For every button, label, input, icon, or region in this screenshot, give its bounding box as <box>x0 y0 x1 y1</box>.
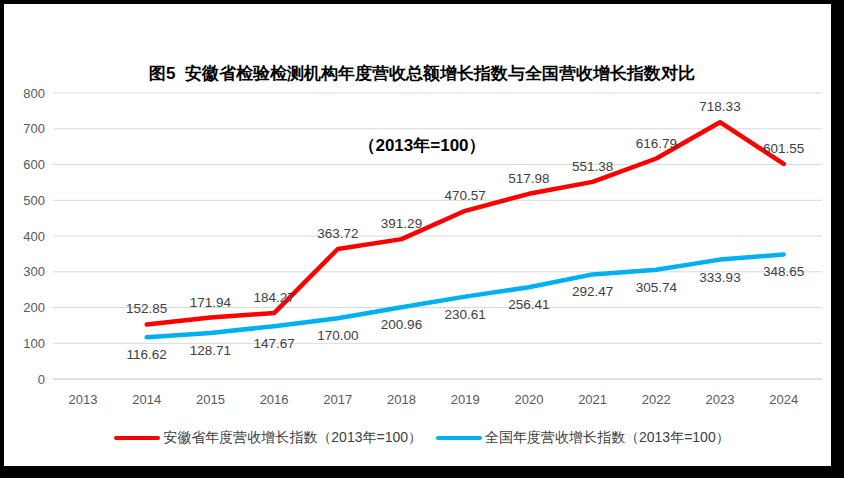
x-tick-label: 2021 <box>578 392 607 407</box>
data-label: 184.27 <box>253 290 294 305</box>
legend-item-anhui: 安徽省年度营收增长指数（2013年=100） <box>114 429 422 447</box>
data-label: 200.96 <box>381 317 422 332</box>
data-label: 551.38 <box>572 159 613 174</box>
data-label: 718.33 <box>699 99 740 114</box>
x-tick-label: 2024 <box>769 392 798 407</box>
data-label: 170.00 <box>317 328 358 343</box>
legend-item-national: 全国年度营收增长指数（2013年=100） <box>436 429 730 447</box>
data-label: 517.98 <box>508 171 549 186</box>
y-tick-label: 100 <box>23 336 45 351</box>
data-label: 147.67 <box>253 336 294 351</box>
data-label: 391.29 <box>381 216 422 231</box>
legend: 安徽省年度营收增长指数（2013年=100） 全国年度营收增长指数（2013年=… <box>0 429 844 447</box>
y-tick-label: 600 <box>23 157 45 172</box>
legend-label-national: 全国年度营收增长指数（2013年=100） <box>485 429 730 447</box>
y-tick-label: 300 <box>23 264 45 279</box>
data-label: 256.41 <box>508 297 549 312</box>
x-tick-label: 2018 <box>387 392 416 407</box>
legend-swatch-anhui-icon <box>114 436 160 440</box>
series-line <box>147 122 784 324</box>
data-label: 363.72 <box>317 226 358 241</box>
legend-swatch-national-icon <box>436 436 482 440</box>
data-label: 348.65 <box>763 264 804 279</box>
x-tick-label: 2020 <box>514 392 543 407</box>
x-tick-label: 2016 <box>260 392 289 407</box>
data-label: 470.57 <box>445 188 486 203</box>
data-label: 230.61 <box>445 307 486 322</box>
x-axis-labels: 2013 2014 2015 2016 2017 2018 2019 2020 2021 2022… <box>69 392 799 407</box>
chart-figure: 图5 安徽省检验检测机构年度营收总额增长指数与全国营收增长指数对比 （2013年… <box>0 0 844 478</box>
x-tick-label: 2013 <box>69 392 98 407</box>
data-label: 116.62 <box>127 347 167 362</box>
x-tick-label: 2014 <box>132 392 161 407</box>
data-label: 171.94 <box>190 295 232 310</box>
data-label: 601.55 <box>763 141 804 156</box>
line-chart: 0100200300400500600700800201320142015201… <box>0 0 844 478</box>
x-tick-label: 2015 <box>196 392 225 407</box>
y-tick-label: 700 <box>23 121 45 136</box>
y-tick-label: 200 <box>23 300 45 315</box>
data-label: 128.71 <box>190 343 231 358</box>
x-tick-label: 2023 <box>706 392 735 407</box>
data-label: 616.79 <box>636 136 677 151</box>
y-tick-label: 400 <box>23 229 45 244</box>
y-tick-label: 500 <box>23 193 45 208</box>
y-tick-label: 0 <box>38 372 45 387</box>
data-label: 152.85 <box>126 301 167 316</box>
data-label: 333.93 <box>699 270 740 285</box>
data-label: 305.74 <box>636 280 678 295</box>
data-label: 292.47 <box>572 284 613 299</box>
x-tick-label: 2017 <box>323 392 352 407</box>
legend-label-anhui: 安徽省年度营收增长指数（2013年=100） <box>163 429 422 447</box>
x-tick-label: 2019 <box>451 392 480 407</box>
x-tick-label: 2022 <box>642 392 671 407</box>
series-0: 152.85 171.94 184.27 363.72 391.29 470.57 517.… <box>126 99 804 324</box>
series-line <box>147 254 784 337</box>
y-tick-label: 800 <box>23 86 45 101</box>
